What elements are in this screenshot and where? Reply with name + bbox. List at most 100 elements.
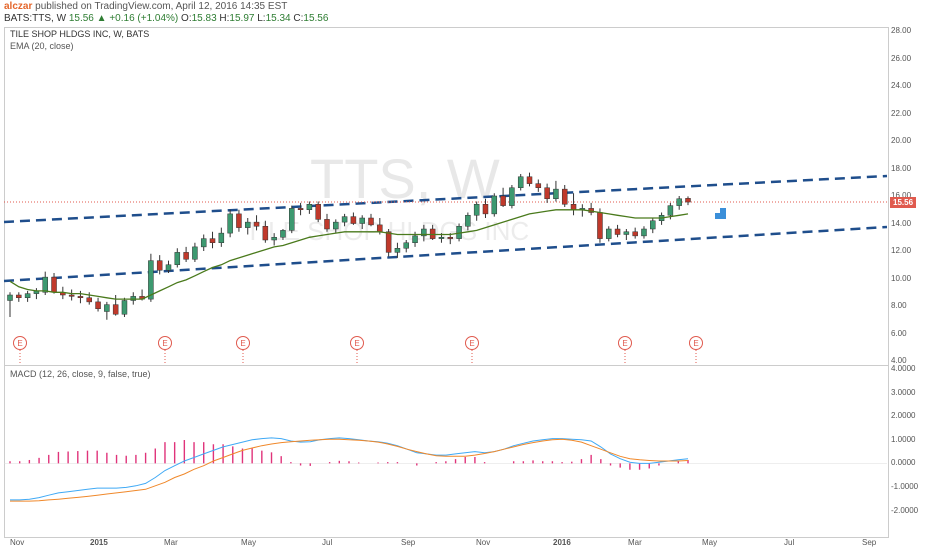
- candle-body: [553, 188, 559, 199]
- price-axis-tick: 26.00: [891, 53, 912, 63]
- candle-body: [403, 242, 409, 249]
- candle-body: [165, 264, 172, 271]
- candle-body: [526, 176, 533, 184]
- time-axis-tick: Mar: [164, 538, 178, 547]
- candle-body: [544, 187, 550, 199]
- time-axis[interactable]: Nov 2015 Mar May Jul Sep Nov 2016 Mar May Jul Sep: [0, 538, 932, 550]
- candle-body: [606, 228, 612, 239]
- time-axis-tick: Nov: [10, 538, 25, 547]
- candle-body: [429, 228, 436, 239]
- watermark-ticker: TTS, W: [310, 147, 500, 210]
- price-axis-tick: 28.00: [891, 26, 912, 35]
- macd-axis[interactable]: 4.0000 3.0000 2.0000 1.0000 0.0000 -1.0000 -2.…: [887, 0, 932, 536]
- up-arrow-icon: ▲: [96, 13, 107, 24]
- price-axis-tick: 16.00: [891, 191, 912, 200]
- candle-body: [368, 217, 374, 226]
- candle-body: [209, 238, 216, 243]
- candle-body: [104, 304, 110, 312]
- publish-text: published on TradingView.com, April 12, …: [35, 1, 288, 12]
- candle-body: [561, 188, 568, 205]
- earnings-marker: [158, 336, 172, 350]
- upper-trendline[interactable]: [3, 174, 888, 224]
- time-axis-tick: Mar: [628, 538, 642, 547]
- candle-body: [623, 231, 630, 235]
- candle-body: [473, 204, 480, 216]
- earnings-letter: E: [354, 339, 359, 348]
- price-axis-tick: 10.00: [891, 273, 912, 283]
- candle-body: [262, 226, 269, 241]
- candle-body: [412, 235, 418, 243]
- candle-body: [183, 252, 189, 260]
- macd-axis-tick: 4.0000: [891, 364, 916, 373]
- candle-body: [86, 297, 92, 303]
- candle-body: [306, 204, 313, 210]
- symbol-label: BATS:TTS, W: [4, 13, 67, 24]
- price-axis-tick: 18.00: [891, 163, 912, 173]
- candle-body: [95, 301, 101, 309]
- candle-body: [112, 304, 119, 315]
- earnings-letter: E: [622, 339, 627, 348]
- candle-body: [289, 208, 295, 231]
- time-axis-tick: Nov: [476, 538, 491, 547]
- candle-body: [244, 221, 251, 228]
- close-label: C:: [293, 13, 304, 24]
- price-axis-tick: 8.00: [891, 301, 907, 310]
- macd-panel[interactable]: [4, 365, 889, 538]
- candle-body: [570, 204, 577, 210]
- candle-body: [377, 224, 383, 232]
- open-value: 15.83: [191, 13, 217, 24]
- time-axis-tick: Jul: [322, 538, 333, 547]
- candle-body: [192, 246, 198, 260]
- candlesticks: [7, 172, 691, 320]
- candle-body: [297, 208, 304, 210]
- candle-body: [614, 228, 621, 235]
- candle-body: [218, 232, 225, 243]
- candle-body: [42, 276, 48, 293]
- candle-body: [315, 204, 321, 220]
- candle-body: [676, 198, 682, 206]
- candle-body: [200, 238, 207, 248]
- earnings-marker: [236, 336, 250, 350]
- price-axis-tick: 6.00: [891, 328, 907, 338]
- high-label: H:: [219, 13, 230, 24]
- time-axis-tick: 2016: [553, 538, 571, 547]
- author-name[interactable]: alczar: [4, 1, 33, 12]
- time-axis-tick: May: [241, 538, 257, 547]
- macd-line: [10, 437, 689, 501]
- ema-line: [9, 209, 689, 300]
- low-value: 15.34: [265, 13, 291, 24]
- macd-label: MACD (12, 26, close, 9, false, true): [10, 369, 151, 379]
- signal-line: [10, 438, 689, 502]
- macd-lines: [4, 437, 887, 502]
- candle-body: [227, 213, 233, 234]
- publish-info: alczar published on TradingView.com, Apr…: [4, 1, 287, 12]
- price-axis[interactable]: 28.00 26.00 24.00 22.00 20.00 18.00 16.00 14.00…: [887, 0, 932, 365]
- time-axis-tick: Jul: [784, 538, 795, 547]
- candle-body: [421, 228, 427, 237]
- earnings-letter: E: [693, 339, 698, 348]
- candle-body: [632, 231, 638, 237]
- price-axis-tick: 24.00: [891, 81, 912, 90]
- candle-body: [148, 260, 154, 300]
- time-axis-tick: Sep: [401, 538, 416, 547]
- symbol-title: TILE SHOP HLDGS INC, W, BATS: [10, 29, 150, 39]
- candle-body: [280, 230, 286, 238]
- price-axis-tick: 12.00: [891, 246, 912, 255]
- time-axis-tick: May: [702, 538, 718, 547]
- candle-body: [535, 183, 542, 188]
- candle-body: [667, 205, 674, 216]
- candle-body: [253, 221, 260, 227]
- down-right-arrow-icon: [712, 205, 726, 219]
- price-panel[interactable]: [4, 27, 889, 366]
- high-value: 15.97: [229, 13, 255, 24]
- candle-body: [7, 294, 13, 301]
- macd-axis-tick: -2.0000: [891, 505, 919, 515]
- candle-body: [650, 220, 656, 230]
- candle-body: [385, 231, 392, 253]
- macd-axis-tick: 1.0000: [891, 434, 916, 444]
- candle-body: [236, 213, 242, 228]
- price-axis-tick: 22.00: [891, 108, 912, 118]
- time-axis-tick: 2015: [90, 538, 108, 547]
